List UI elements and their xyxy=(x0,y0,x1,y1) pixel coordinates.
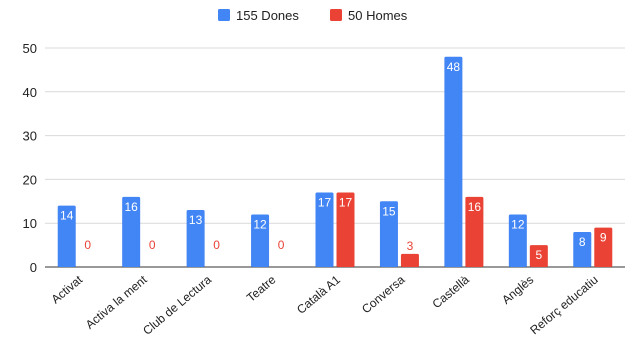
bar xyxy=(251,214,270,267)
data-label: 8 xyxy=(579,235,586,249)
data-label: 14 xyxy=(60,209,74,223)
data-label: 0 xyxy=(278,238,285,252)
data-label: 17 xyxy=(339,196,353,210)
bar xyxy=(186,210,205,267)
data-label: 13 xyxy=(189,213,203,227)
y-axis: 0 10 20 30 40 50 xyxy=(23,41,37,275)
legend-swatch xyxy=(218,9,230,21)
legend-label: 155 Dones xyxy=(236,8,299,23)
legend: 155 Dones 50 Homes xyxy=(218,8,408,23)
y-tick-label: 50 xyxy=(23,41,37,56)
x-tick-label: Activat xyxy=(49,272,86,306)
bar xyxy=(57,205,76,267)
gridlines xyxy=(45,47,625,268)
x-tick-label: Teatre xyxy=(244,272,279,304)
data-label: 12 xyxy=(511,217,525,231)
x-tick-label: Conversa xyxy=(359,272,408,316)
legend-item: 50 Homes xyxy=(330,8,408,23)
data-label: 0 xyxy=(213,238,220,252)
bar xyxy=(315,192,334,267)
x-tick-label: Club de Lectura xyxy=(140,272,214,337)
data-label: 17 xyxy=(318,196,332,210)
bar xyxy=(379,201,398,267)
data-labels: 14 0 16 0 13 0 12 0 17 17 15 3 48 16 12 5 8 9 xyxy=(60,60,607,262)
bar xyxy=(122,196,141,267)
data-label: 9 xyxy=(600,231,607,245)
x-tick-label: Reforç educatiu xyxy=(527,273,600,338)
x-tick-label: Castellà xyxy=(430,272,472,311)
data-label: 16 xyxy=(124,200,138,214)
y-tick-label: 10 xyxy=(23,216,37,231)
bar xyxy=(573,231,592,267)
data-label: 15 xyxy=(382,204,396,218)
data-label: 12 xyxy=(253,217,267,231)
bar xyxy=(444,56,463,268)
bar xyxy=(594,227,613,267)
legend-swatch xyxy=(330,9,342,21)
data-label: 0 xyxy=(149,238,156,252)
data-label: 5 xyxy=(535,248,542,262)
bar xyxy=(465,196,484,267)
data-label: 16 xyxy=(468,200,482,214)
data-label: 48 xyxy=(447,60,461,74)
x-tick-label: Català A1 xyxy=(294,272,343,316)
y-tick-label: 30 xyxy=(23,129,37,144)
x-tick-label: Activa la ment xyxy=(83,272,150,332)
y-tick-label: 40 xyxy=(23,85,37,100)
data-label: 3 xyxy=(407,239,414,253)
bar xyxy=(508,214,527,267)
x-tick-label: Anglès xyxy=(499,273,536,307)
bar xyxy=(529,245,548,267)
bar xyxy=(400,253,419,267)
legend-item: 155 Dones xyxy=(218,8,299,23)
y-tick-label: 0 xyxy=(30,260,37,275)
legend-label: 50 Homes xyxy=(348,8,408,23)
y-tick-label: 20 xyxy=(23,172,37,187)
bars xyxy=(57,56,613,268)
bar xyxy=(336,192,355,267)
data-label: 0 xyxy=(84,238,91,252)
